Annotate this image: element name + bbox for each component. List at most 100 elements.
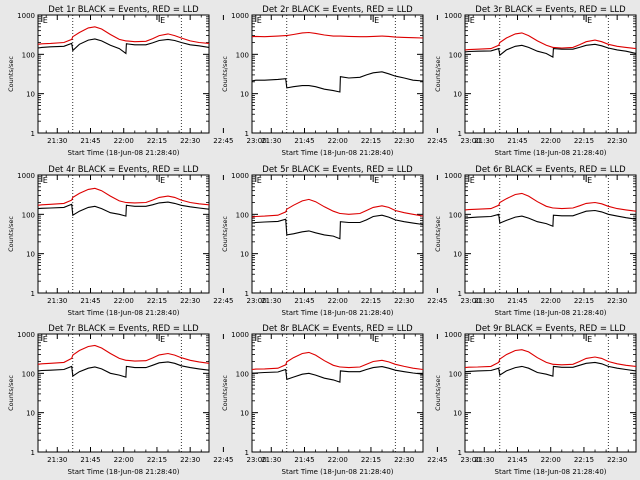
y-tick-label: 100	[449, 211, 462, 219]
x-tick-label: 22:15	[361, 456, 381, 464]
y-tick-label: 1000	[17, 172, 35, 180]
y-tick-label: 10	[240, 251, 249, 259]
x-axis-label: Start Time (18-Jun-08 21:28:40)	[282, 309, 394, 317]
x-tick-label: 22:00	[328, 456, 348, 464]
event-flag-label: E	[257, 16, 262, 25]
y-axis-label: Counts/sec	[434, 56, 442, 92]
x-tick-label: 23:00	[247, 297, 267, 305]
y-tick-label: 1000	[444, 12, 462, 20]
event-flag-label: E	[374, 176, 379, 185]
x-tick-label: 22:15	[574, 297, 594, 305]
y-tick-label: 1	[31, 130, 35, 138]
panel-title: Det 3r BLACK = Events, RED = LLD	[475, 5, 626, 15]
panel-title: Det 2r BLACK = Events, RED = LLD	[262, 5, 413, 15]
x-tick-label: 21:30	[474, 137, 494, 145]
panel-title: Det 5r BLACK = Events, RED = LLD	[262, 165, 413, 175]
x-tick-label: 22:00	[328, 297, 348, 305]
event-flag-label: E	[587, 16, 592, 25]
x-tick-label: 21:45	[294, 297, 314, 305]
x-tick-label: 22:30	[607, 456, 627, 464]
x-tick-label: 21:30	[474, 297, 494, 305]
x-tick-label: 21:45	[294, 456, 314, 464]
x-tick-label: 21:30	[261, 137, 281, 145]
x-tick-label: 22:00	[114, 456, 134, 464]
y-tick-label: 100	[236, 51, 249, 59]
series-line-lld	[37, 187, 210, 206]
y-tick-label: 100	[449, 51, 462, 59]
series-line-events	[251, 214, 424, 240]
panel-det-1: Det 1r BLACK = Events, RED = LLD Counts/s…	[7, 5, 267, 157]
plot-area	[251, 14, 424, 134]
plot-area	[464, 14, 637, 134]
x-tick-label: 22:15	[574, 137, 594, 145]
event-flag-label: E	[587, 335, 592, 344]
x-tick-label: 21:45	[294, 137, 314, 145]
panel-det-4: Det 4r BLACK = Events, RED = LLD Counts/s…	[7, 165, 267, 317]
x-tick-label: 21:30	[47, 137, 67, 145]
y-tick-label: 1	[31, 290, 35, 298]
y-tick-label: 1	[458, 449, 462, 457]
x-tick-label: 21:45	[80, 297, 100, 305]
event-flag-label: E	[587, 176, 592, 185]
y-tick-label: 100	[236, 211, 249, 219]
event-flag-label: E	[374, 16, 379, 25]
x-axis-label: Start Time (18-Jun-08 21:28:40)	[495, 468, 607, 476]
event-flag-label: E	[43, 335, 48, 344]
x-tick-label: 23:00	[461, 456, 481, 464]
x-tick-label: 23:00	[247, 456, 267, 464]
y-tick-label: 1000	[17, 331, 35, 339]
x-tick-label: 21:30	[261, 297, 281, 305]
event-flag-label: E	[160, 335, 165, 344]
plot-area	[251, 333, 424, 453]
x-tick-label: 22:15	[361, 297, 381, 305]
event-flag-label: E	[43, 176, 48, 185]
y-axis-label: Counts/sec	[221, 56, 229, 92]
series-line-lld	[251, 31, 424, 39]
series-line-lld	[37, 344, 210, 365]
series-line-events	[464, 43, 637, 58]
y-axis-label: Counts/sec	[434, 216, 442, 252]
y-tick-label: 1	[245, 130, 249, 138]
x-tick-label: 23:00	[461, 137, 481, 145]
plot-area	[464, 174, 637, 294]
y-tick-label: 1	[458, 290, 462, 298]
x-tick-label: 22:15	[147, 137, 167, 145]
x-tick-label: 22:15	[361, 137, 381, 145]
y-tick-label: 1000	[444, 172, 462, 180]
x-tick-label: 23:00	[461, 297, 481, 305]
y-axis-label: Counts/sec	[7, 56, 15, 92]
x-tick-label: 22:45	[213, 297, 233, 305]
event-flag-label: E	[160, 16, 165, 25]
y-tick-label: 1000	[17, 12, 35, 20]
panel-title: Det 9r BLACK = Events, RED = LLD	[475, 324, 626, 334]
y-tick-label: 100	[22, 370, 35, 378]
x-tick-label: 21:30	[474, 456, 494, 464]
y-tick-label: 1000	[231, 331, 249, 339]
y-tick-label: 10	[240, 410, 249, 418]
y-tick-label: 10	[240, 91, 249, 99]
series-line-events	[251, 71, 424, 93]
plot-area	[37, 14, 210, 134]
y-axis-label: Counts/sec	[7, 216, 15, 252]
x-tick-label: 21:30	[261, 456, 281, 464]
x-axis-label: Start Time (18-Jun-08 21:28:40)	[68, 149, 180, 157]
y-axis-label: Counts/sec	[7, 375, 15, 411]
plot-area	[251, 174, 424, 294]
x-tick-label: 22:30	[180, 137, 200, 145]
x-tick-label: 23:00	[247, 137, 267, 145]
y-axis-label: Counts/sec	[221, 216, 229, 252]
event-flag-label: E	[470, 16, 475, 25]
x-axis-label: Start Time (18-Jun-08 21:28:40)	[495, 149, 607, 157]
panel-det-7: Det 7r BLACK = Events, RED = LLD Counts/s…	[7, 324, 267, 476]
x-tick-label: 22:45	[427, 456, 447, 464]
series-line-events	[37, 38, 210, 55]
y-tick-label: 1	[31, 449, 35, 457]
panel-title: Det 8r BLACK = Events, RED = LLD	[262, 324, 413, 334]
series-line-events	[37, 361, 210, 378]
y-tick-label: 10	[26, 251, 35, 259]
y-tick-label: 100	[22, 211, 35, 219]
panel-det-9: Det 9r BLACK = Events, RED = LLD Counts/s…	[434, 324, 637, 476]
y-tick-label: 10	[26, 410, 35, 418]
x-tick-label: 22:30	[607, 297, 627, 305]
series-line-events	[464, 209, 637, 227]
